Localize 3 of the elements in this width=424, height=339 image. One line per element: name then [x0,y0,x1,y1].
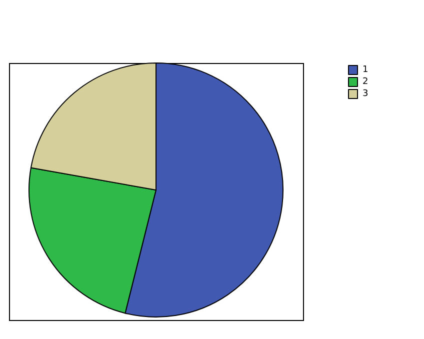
legend-label: 2 [362,77,368,87]
legend-label: 1 [362,65,368,75]
legend-label: 3 [362,89,368,99]
